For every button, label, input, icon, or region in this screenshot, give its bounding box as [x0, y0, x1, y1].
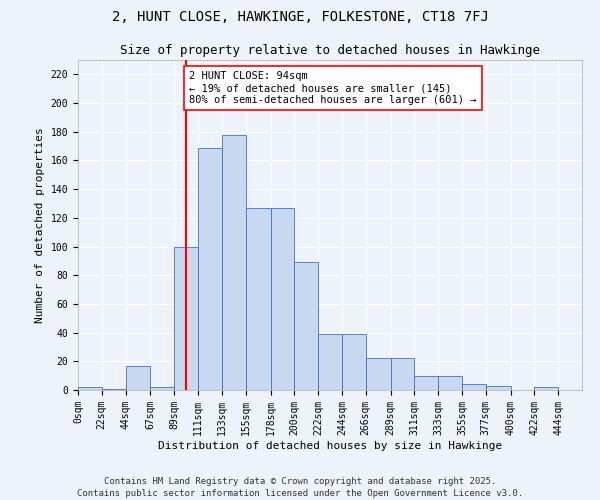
Bar [198, 148, 222, 390]
X-axis label: Distribution of detached houses by size in Hawkinge: Distribution of detached houses by size … [158, 440, 502, 450]
Bar [438, 376, 462, 390]
Bar [462, 384, 486, 390]
Bar [486, 386, 511, 390]
Bar [125, 366, 151, 390]
Bar [102, 388, 125, 390]
Text: 2, HUNT CLOSE, HAWKINGE, FOLKESTONE, CT18 7FJ: 2, HUNT CLOSE, HAWKINGE, FOLKESTONE, CT1… [112, 10, 488, 24]
Bar [365, 358, 391, 390]
Bar [535, 387, 558, 390]
Bar [295, 262, 318, 390]
Bar [245, 208, 271, 390]
Text: Contains HM Land Registry data © Crown copyright and database right 2025.
Contai: Contains HM Land Registry data © Crown c… [77, 476, 523, 498]
Bar [342, 334, 365, 390]
Bar [174, 246, 198, 390]
Bar [78, 387, 102, 390]
Bar [391, 358, 415, 390]
Bar [271, 208, 295, 390]
Text: 2 HUNT CLOSE: 94sqm
← 19% of detached houses are smaller (145)
80% of semi-detac: 2 HUNT CLOSE: 94sqm ← 19% of detached ho… [190, 72, 477, 104]
Bar [318, 334, 342, 390]
Title: Size of property relative to detached houses in Hawkinge: Size of property relative to detached ho… [120, 44, 540, 58]
Y-axis label: Number of detached properties: Number of detached properties [35, 127, 45, 323]
Bar [151, 387, 174, 390]
Bar [222, 134, 245, 390]
Bar [415, 376, 438, 390]
